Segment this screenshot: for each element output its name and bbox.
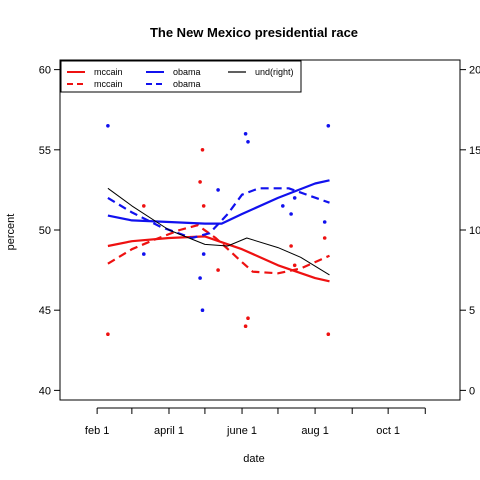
point-obama [326, 124, 331, 128]
y-tick-label: 55 [39, 145, 51, 157]
legend: mccain mccain obama obama und(right) [60, 60, 302, 93]
point-mccain [292, 263, 297, 268]
legend-label: obama [173, 79, 201, 89]
point-mccain [106, 332, 110, 337]
y-tick-label: 45 [39, 305, 51, 317]
y2-tick-label: 0 [469, 385, 475, 397]
legend-label: mccain [94, 79, 123, 89]
y-tick-label: 50 [39, 225, 51, 237]
series-line-obama-solid [107, 179, 330, 225]
series-line-mccain-solid [107, 235, 330, 283]
point-mccain [322, 236, 327, 240]
point-obama [142, 252, 146, 256]
point-mccain [243, 324, 248, 329]
chart-title: The New Mexico presidential race [150, 25, 358, 40]
point-mccain [200, 148, 205, 152]
point-obama [216, 188, 220, 192]
point-obama [106, 124, 110, 128]
legend-label: und(right) [255, 67, 294, 77]
point-obama [200, 308, 205, 313]
point-mccain [326, 332, 331, 337]
point-obama [281, 204, 285, 208]
legend-label: mccain [94, 67, 123, 77]
point-mccain [289, 244, 293, 248]
point-mccain [201, 204, 206, 208]
y-tick-label: 40 [39, 385, 51, 397]
y-axis-right: 0 5 10 15 20 [460, 65, 480, 397]
y-tick-label: 60 [39, 65, 51, 77]
x-tick-label: april 1 [154, 425, 184, 437]
point-obama [289, 212, 293, 216]
series-line-mccain-dashed [107, 224, 330, 275]
point-mccain [142, 204, 146, 208]
data-points [106, 124, 331, 337]
point-obama [246, 140, 250, 144]
point-obama [322, 220, 327, 224]
point-obama [201, 252, 206, 256]
x-tick-label: june 1 [226, 425, 257, 437]
x-tick-label: aug 1 [301, 425, 329, 437]
x-tick-label: feb 1 [85, 425, 109, 437]
y2-tick-label: 20 [469, 65, 480, 77]
y2-tick-label: 5 [469, 305, 475, 317]
x-axis: feb 1 april 1 june 1 aug 1 oct 1 [85, 407, 426, 437]
legend-box [60, 60, 302, 93]
plot-frame [59, 59, 461, 401]
y2-tick-label: 15 [469, 145, 480, 157]
point-mccain [246, 316, 250, 321]
series-line-undright-solid [107, 187, 330, 276]
series-line-obama-dashed [107, 187, 330, 240]
point-obama [292, 196, 297, 200]
y-axis-left: 40 45 50 55 60 [39, 65, 60, 397]
x-tick-label: oct 1 [376, 425, 400, 437]
point-obama [198, 276, 202, 280]
y2-tick-label: 10 [469, 225, 480, 237]
x-axis-label: date [243, 453, 264, 465]
series-lines [107, 179, 330, 283]
legend-label: obama [173, 67, 201, 77]
point-mccain [198, 180, 202, 184]
point-mccain [216, 268, 220, 272]
y-axis-label: percent [5, 214, 17, 251]
point-obama [243, 132, 248, 136]
